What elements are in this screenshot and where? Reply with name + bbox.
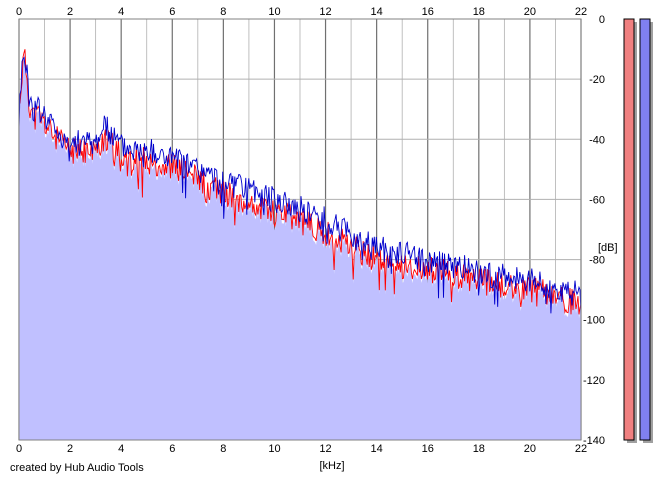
x-tick-label-bottom: 2 [67, 443, 73, 455]
y-tick-label: -120 [583, 375, 605, 387]
x-tick-label-top: 0 [16, 6, 22, 18]
x-axis-label: [kHz] [319, 460, 344, 472]
x-tick-label-bottom: 6 [169, 443, 175, 455]
x-tick-label-bottom: 12 [319, 443, 331, 455]
y-tick-label: -60 [589, 194, 605, 206]
x-tick-label-bottom: 14 [371, 443, 383, 455]
y-tick-label: 0 [599, 14, 605, 26]
x-tick-label-bottom: 10 [268, 443, 280, 455]
x-tick-label-bottom: 4 [118, 443, 124, 455]
y-tick-label: -40 [589, 134, 605, 146]
y-tick-label: -80 [589, 255, 605, 267]
level-meters [623, 18, 653, 443]
x-tick-label-top: 6 [169, 6, 175, 18]
level-meter-bar [639, 18, 651, 441]
y-tick-label: -20 [589, 74, 605, 86]
y-tick-labels: 0 -20 -40 -60 -80 -100 -120 -140 [583, 14, 605, 447]
x-tick-label-top: 2 [67, 6, 73, 18]
x-tick-label-top: 20 [524, 6, 536, 18]
x-tick-label-top: 16 [422, 6, 434, 18]
x-tick-label-top: 12 [319, 6, 331, 18]
level-meter-bar [623, 18, 635, 441]
credit-text: created by Hub Audio Tools [10, 462, 144, 474]
x-tick-label-bottom: 8 [220, 443, 226, 455]
x-tick-label-bottom: 20 [524, 443, 536, 455]
x-tick-label-bottom: 16 [422, 443, 434, 455]
x-tick-label-bottom: 22 [575, 443, 587, 455]
x-tick-label-top: 22 [575, 6, 587, 18]
series-lines [18, 49, 582, 316]
x-tick-label-top: 14 [371, 6, 383, 18]
series-line-1 [18, 56, 582, 316]
y-axis-label: [dB] [598, 242, 618, 254]
x-tick-label-top: 4 [118, 6, 124, 18]
x-tick-label-bottom: 0 [16, 443, 22, 455]
x-tick-label-top: 8 [220, 6, 226, 18]
y-tick-label: -140 [583, 435, 605, 447]
spectrum-fill-area [19, 53, 581, 441]
plot-frame [18, 18, 582, 441]
x-tick-label-top: 10 [268, 6, 280, 18]
x-tick-label-top: 18 [473, 6, 485, 18]
y-tick-label: -100 [583, 315, 605, 327]
x-tick-label-bottom: 18 [473, 443, 485, 455]
